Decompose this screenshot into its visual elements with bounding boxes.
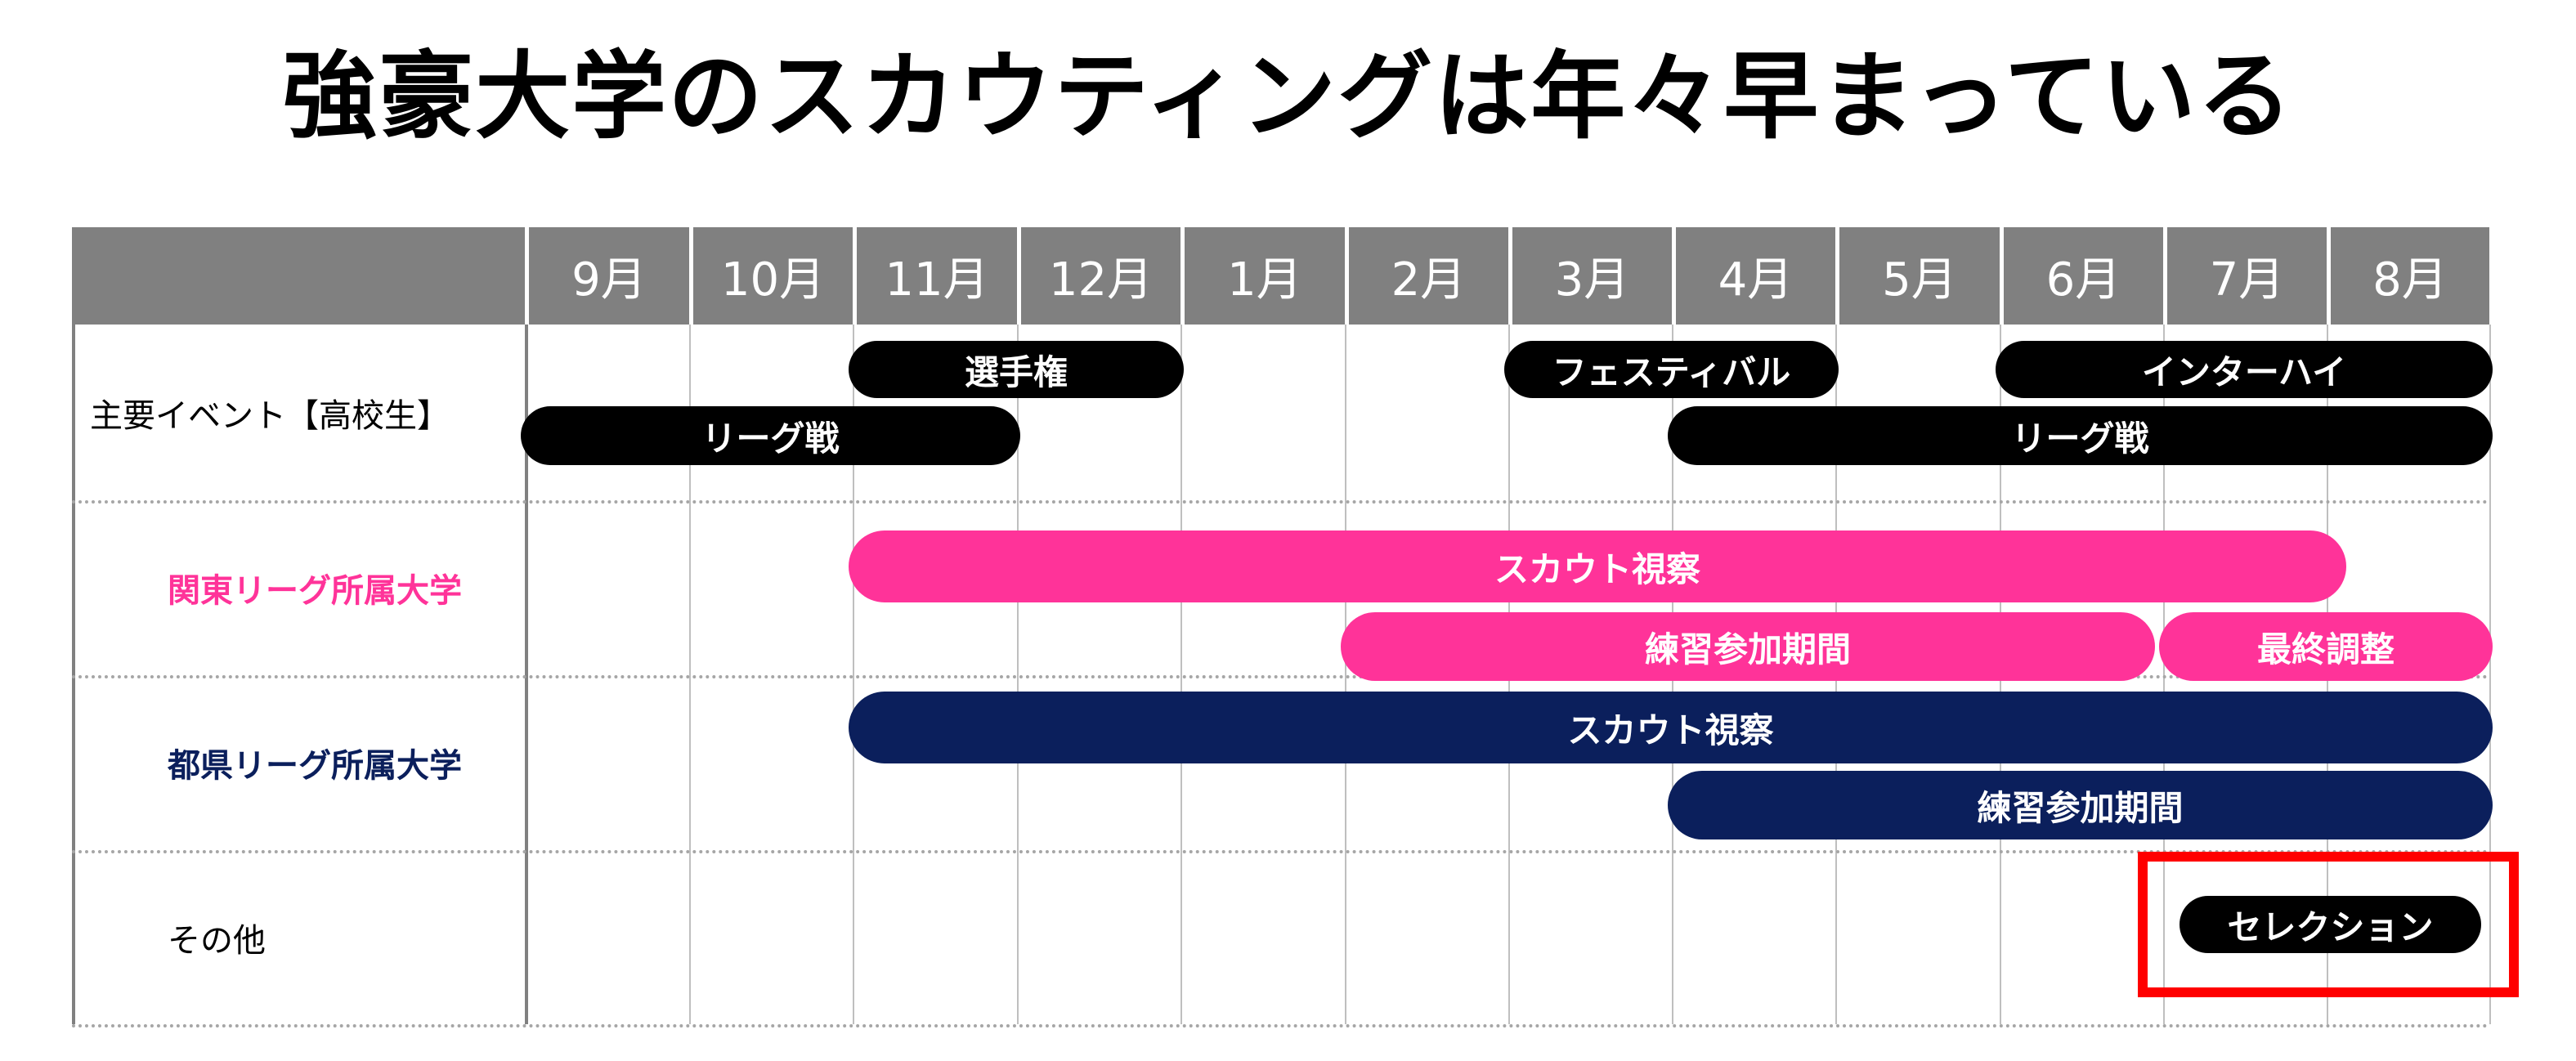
- grid-column-line: [2489, 325, 2491, 1024]
- row-label: 主要イベント【高校生】: [90, 396, 450, 435]
- row-separator: [72, 850, 2489, 853]
- event-bar: フェスティバル: [1504, 341, 1839, 398]
- event-bar: スカウト視察: [849, 692, 2493, 763]
- row-label: 都県リーグ所属大学: [168, 747, 462, 785]
- event-bar: 練習参加期間: [1341, 612, 2155, 681]
- event-bar: インターハイ: [1996, 341, 2493, 398]
- event-bar: 最終調整: [2159, 612, 2493, 681]
- row-separator: [72, 675, 2489, 678]
- month-header: 6月: [2004, 227, 2163, 325]
- grid-column-line: [1017, 325, 1019, 1024]
- month-header: 2月: [1349, 227, 1508, 325]
- event-bar: リーグ戦: [521, 406, 1020, 465]
- month-header: 7月: [2167, 227, 2327, 325]
- header-corner-cell: [72, 227, 525, 325]
- month-header: 4月: [1676, 227, 1835, 325]
- month-header: 1月: [1185, 227, 1345, 325]
- event-bar: 練習参加期間: [1668, 771, 2493, 839]
- event-bar: リーグ戦: [1668, 406, 2493, 465]
- event-bar: スカウト視察: [849, 530, 2346, 602]
- row-separator: [72, 500, 2489, 504]
- row-separator: [72, 1024, 2489, 1027]
- event-bar: 選手権: [849, 341, 1184, 398]
- month-header: 12月: [1021, 227, 1180, 325]
- grid-column-line: [689, 325, 691, 1024]
- grid-column-line: [853, 325, 854, 1024]
- grid-column-line: [2163, 325, 2165, 1024]
- row-label: 関東リーグ所属大学: [168, 572, 462, 610]
- row-label: その他: [168, 921, 266, 960]
- highlight-box: [2138, 852, 2519, 997]
- month-header: 3月: [1512, 227, 1672, 325]
- chart-title: 強豪大学のスカウティングは年々早まっている: [282, 42, 2294, 152]
- grid-column-line: [1345, 325, 1346, 1024]
- month-header: 8月: [2331, 227, 2489, 325]
- month-header: 11月: [857, 227, 1017, 325]
- event-bar: セレクション: [2180, 896, 2481, 953]
- grid-border-line: [72, 325, 75, 1024]
- month-header: 9月: [529, 227, 689, 325]
- month-header: 5月: [1839, 227, 2000, 325]
- month-header: 10月: [693, 227, 853, 325]
- grid-border-line: [525, 325, 528, 1024]
- grid-column-line: [1180, 325, 1182, 1024]
